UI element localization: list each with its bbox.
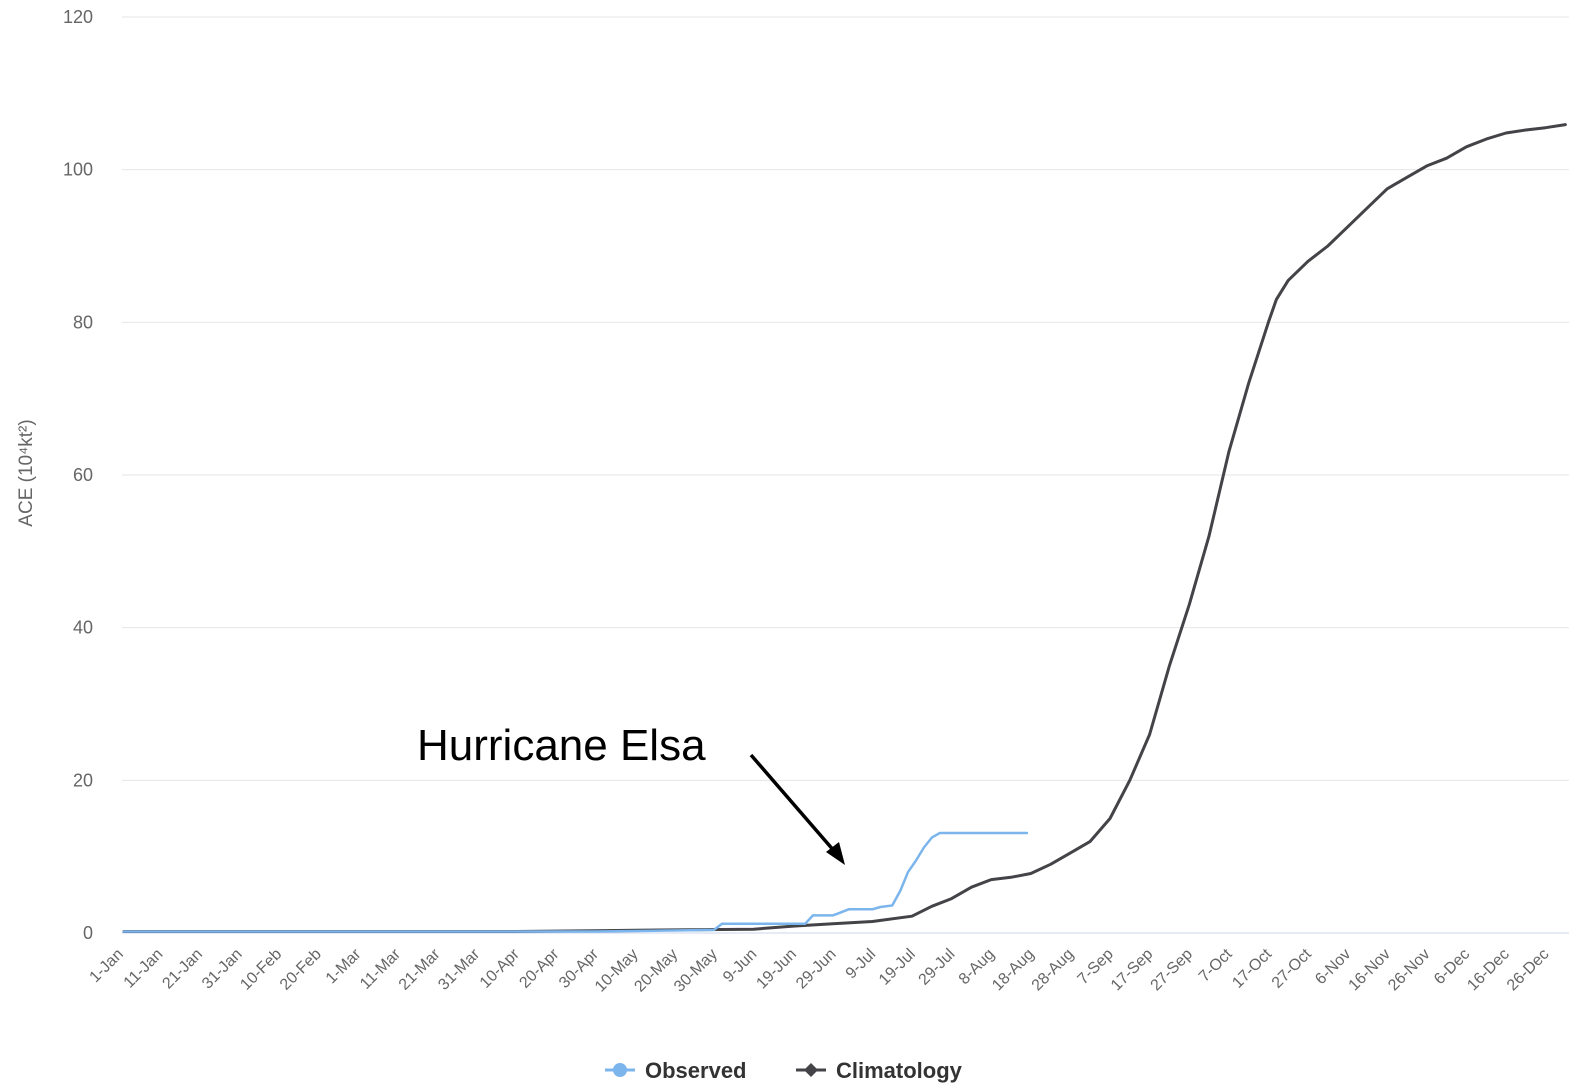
y-tick-label: 60: [73, 465, 93, 485]
x-tick-label: 17-Oct: [1229, 945, 1275, 991]
annotation-arrow-head: [826, 842, 845, 865]
series-line-observed: [122, 831, 1029, 933]
x-tick-label: 18-Aug: [989, 946, 1038, 995]
grid-lines: [122, 16, 1569, 934]
legend-marker-observed: [613, 1063, 627, 1077]
annotation-label: Hurricane Elsa: [417, 721, 706, 770]
legend-label-observed: Observed: [645, 1058, 747, 1083]
y-tick-label: 40: [73, 618, 93, 638]
legend: Observed Climatology: [605, 1058, 963, 1083]
x-tick-label: 19-Jul: [876, 946, 919, 989]
x-tick-label: 19-Jun: [753, 946, 800, 993]
x-tick-label: 10-May: [592, 946, 642, 996]
y-axis-ticks: 0 20 40 60 80 100 120: [63, 7, 93, 943]
x-tick-label: 10-Feb: [237, 946, 285, 994]
series-line-climatology: [122, 123, 1567, 933]
x-tick-label: 27-Oct: [1269, 945, 1315, 991]
legend-label-climatology: Climatology: [836, 1058, 963, 1083]
y-tick-label: 0: [83, 923, 93, 943]
x-tick-label: 26-Dec: [1504, 946, 1552, 994]
y-tick-label: 20: [73, 770, 93, 790]
x-tick-label: 16-Nov: [1346, 946, 1394, 994]
annotation-arrow-line: [749, 753, 837, 854]
x-tick-label: 21-Jan: [159, 946, 206, 993]
y-axis-title: ACE (10⁴kt²): [16, 419, 37, 526]
y-tick-label: 120: [63, 7, 93, 27]
x-tick-label: 30-May: [671, 946, 721, 996]
x-tick-label: 27-Sep: [1148, 946, 1197, 995]
legend-marker-climatology: [804, 1063, 818, 1077]
x-tick-label: 21-Mar: [396, 945, 444, 993]
x-tick-label: 11-Mar: [357, 945, 404, 992]
x-axis-ticks: 1-Jan11-Jan21-Jan31-Jan10-Feb20-Feb1-Mar…: [87, 945, 1553, 995]
annotation: Hurricane Elsa: [417, 721, 845, 865]
x-tick-label: 31-Jan: [199, 946, 246, 993]
y-tick-label: 100: [63, 160, 93, 180]
x-tick-label: 16-Dec: [1464, 946, 1512, 994]
x-tick-label: 29-Jun: [793, 946, 840, 993]
x-tick-label: 26-Nov: [1385, 946, 1433, 994]
y-tick-label: 80: [73, 312, 93, 332]
x-tick-label: 17-Sep: [1108, 946, 1157, 995]
x-tick-label: 20-May: [631, 946, 681, 996]
x-tick-label: 20-Apr: [516, 945, 562, 991]
x-tick-label: 28-Aug: [1029, 946, 1078, 995]
x-tick-label: 9-Jul: [843, 946, 880, 983]
x-tick-label: 10-Apr: [477, 945, 523, 991]
x-tick-label: 11-Jan: [121, 946, 167, 992]
x-tick-label: 31-Mar: [435, 945, 483, 993]
series-lines: [122, 123, 1567, 933]
x-tick-label: 20-Feb: [277, 946, 325, 994]
x-tick-label: 29-Jul: [916, 946, 959, 989]
